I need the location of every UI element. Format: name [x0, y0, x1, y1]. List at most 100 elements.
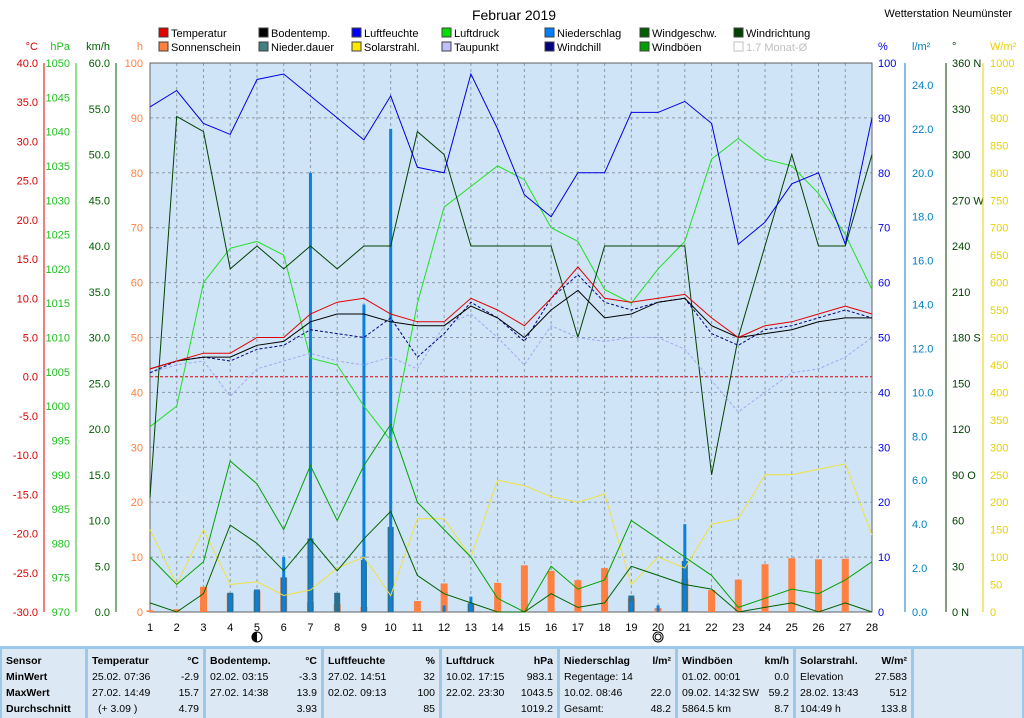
- direction-axis-tick: 90 O: [952, 470, 976, 482]
- humidity-min-time: 27.02. 14:51: [328, 671, 387, 683]
- humidity-unit: %: [425, 655, 435, 667]
- solar-axis-tick: 350: [990, 415, 1008, 427]
- precip-rain-days: Regentage: 14: [564, 671, 633, 683]
- rain-axis-tick: 6.0: [912, 475, 927, 487]
- hours-axis-tick: 70: [131, 223, 143, 235]
- temp-min-time: 25.02. 07:36: [92, 671, 151, 683]
- temp-axis-tick: 15.0: [17, 254, 38, 266]
- summary-niederschlag: Niederschlag l/m² Regentage: 14 10.02. 08…: [560, 649, 675, 718]
- gust-distance: 5864.5 km: [682, 703, 732, 715]
- x-tick-label: 2: [174, 622, 180, 634]
- soil-avg-value: 3.93: [296, 703, 317, 715]
- solar-header: Solarstrahl.: [800, 655, 858, 667]
- soil-header: Bodentemp.: [210, 655, 271, 667]
- temp-axis-tick: 10.0: [17, 293, 38, 305]
- chart-title: Februar 2019: [472, 7, 556, 23]
- sunshine-bar: [788, 558, 796, 612]
- solar-max-value: 512: [889, 687, 907, 699]
- precip-max-value: 22.0: [650, 687, 671, 699]
- temp-axis-unit: °C: [26, 41, 38, 53]
- legend-label: Sonnenschein: [171, 42, 241, 54]
- temp-axis-tick: -20.0: [13, 529, 38, 541]
- x-tick-label: 3: [200, 622, 206, 634]
- soil-unit: °C: [305, 655, 317, 667]
- x-tick-label: 1: [147, 622, 153, 634]
- legend-swatch: [351, 41, 362, 52]
- rain-axis-tick: 2.0: [912, 563, 927, 575]
- temp-header: Temperatur: [92, 655, 149, 667]
- pressure-axis-tick: 1040: [46, 127, 70, 139]
- legend-label: Solarstrahl.: [364, 42, 420, 54]
- x-tick-label: 7: [307, 622, 313, 634]
- solar-axis-tick: 200: [990, 497, 1008, 509]
- x-tick-label: 15: [518, 622, 530, 634]
- precip-total-label: Gesamt:: [564, 703, 604, 715]
- direction-axis-tick: 210: [952, 287, 970, 299]
- soil-max-time: 27.02. 14:38: [210, 687, 269, 699]
- precipitation-bar: [442, 605, 446, 612]
- temp-max-time: 27.02. 14:49: [92, 687, 151, 699]
- windchill-line: [149, 274, 873, 374]
- sunshine-bar: [520, 565, 528, 612]
- humidity-min-value: 32: [423, 671, 435, 683]
- temp-axis-tick: -15.0: [13, 489, 38, 501]
- precip-total-value: 48.2: [650, 703, 671, 715]
- humidity-axis-tick: 30: [878, 442, 890, 454]
- humidity-axis-unit: %: [878, 41, 888, 53]
- sunshine-bar: [841, 558, 849, 612]
- wind-axis-tick: 35.0: [89, 287, 110, 299]
- wind-axis-tick: 60.0: [89, 58, 110, 70]
- solar-axis-tick: 0: [990, 607, 996, 619]
- sunshine-bar: [815, 559, 823, 612]
- pressure-min-value: 983.1: [526, 671, 553, 683]
- pressure-max-time: 22.02. 23:30: [446, 687, 505, 699]
- direction-axis-tick: 180 S: [952, 333, 981, 345]
- x-tick-label: 11: [412, 622, 423, 634]
- sunshine-bar: [173, 609, 181, 612]
- pressure-axis-tick: 1030: [46, 195, 70, 207]
- solar-elevation-value: 27.583: [874, 671, 907, 683]
- x-tick-label: 20: [652, 622, 664, 634]
- solar-axis-tick: 550: [990, 305, 1008, 317]
- temp-axis-tick: 5.0: [23, 333, 38, 345]
- hours-axis-tick: 20: [131, 497, 143, 509]
- wind-axis-tick: 40.0: [89, 241, 110, 253]
- x-tick-label: 10: [385, 622, 397, 634]
- rain-axis-tick: 24.0: [912, 80, 933, 92]
- direction-axis-tick: 300: [952, 150, 970, 162]
- solar-elevation-label: Elevation: [800, 671, 844, 683]
- legend-label: Windgeschw.: [652, 28, 717, 40]
- precipitation-bar: [228, 594, 232, 612]
- new-moon-icon: [251, 631, 263, 643]
- pressure-axis-tick: 980: [52, 538, 70, 550]
- temp-axis-tick: -10.0: [13, 450, 38, 462]
- soil-max-value: 13.9: [296, 687, 317, 699]
- hours-axis-tick: 60: [131, 278, 143, 290]
- legend-swatch: [441, 41, 452, 52]
- legend-swatch: [639, 41, 650, 52]
- line-series: [149, 72, 873, 613]
- solar-axis-tick: 900: [990, 113, 1008, 125]
- temp-axis-tick: -25.0: [13, 568, 38, 580]
- legend-label: Windchill: [557, 42, 601, 54]
- temp-avg-value: 4.79: [178, 703, 199, 715]
- solar-axis-unit: W/m²: [990, 41, 1017, 53]
- summary-luftfeuchte: Luftfeuchte% 27.02. 14:51 32 02.02. 09:13…: [324, 649, 439, 718]
- temp-axis-tick: 35.0: [17, 97, 38, 109]
- rain-axis-tick: 22.0: [912, 124, 933, 136]
- x-tick-label: 22: [705, 622, 717, 634]
- solar-axis-tick: 150: [990, 525, 1008, 537]
- gust-min-time: 01.02. 00:01: [682, 671, 741, 683]
- sunshine-bar: [761, 564, 769, 612]
- hours-axis-tick: 0: [137, 607, 143, 619]
- solar-axis-tick: 800: [990, 168, 1008, 180]
- dewpoint-line: [149, 313, 873, 413]
- temp-avg-note: (+ 3.09 ): [98, 703, 138, 715]
- direction-axis-tick: 120: [952, 424, 970, 436]
- x-tick-label: 4: [227, 622, 233, 634]
- sensor-header: Sensor: [6, 655, 42, 667]
- legend-label: Windrichtung: [746, 28, 810, 40]
- x-tick-label: 28: [866, 622, 878, 634]
- humidity-max-time: 02.02. 09:13: [328, 687, 387, 699]
- x-tick-label: 13: [465, 622, 477, 634]
